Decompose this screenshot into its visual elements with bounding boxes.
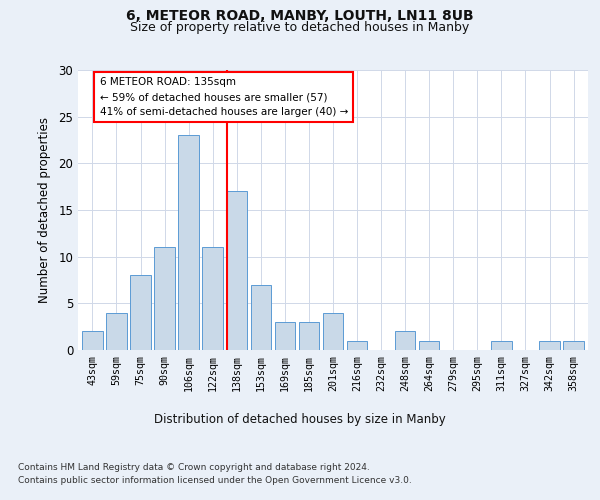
Bar: [539, 340, 560, 350]
Bar: [491, 340, 512, 350]
Bar: [154, 248, 175, 350]
Bar: [82, 332, 103, 350]
Bar: [299, 322, 319, 350]
Bar: [347, 340, 367, 350]
Bar: [106, 312, 127, 350]
Text: Contains public sector information licensed under the Open Government Licence v3: Contains public sector information licen…: [18, 476, 412, 485]
Bar: [419, 340, 439, 350]
Text: Contains HM Land Registry data © Crown copyright and database right 2024.: Contains HM Land Registry data © Crown c…: [18, 462, 370, 471]
Bar: [323, 312, 343, 350]
Bar: [563, 340, 584, 350]
Bar: [251, 284, 271, 350]
Bar: [275, 322, 295, 350]
Bar: [395, 332, 415, 350]
Bar: [178, 136, 199, 350]
Y-axis label: Number of detached properties: Number of detached properties: [38, 117, 52, 303]
Text: Distribution of detached houses by size in Manby: Distribution of detached houses by size …: [154, 412, 446, 426]
Text: Size of property relative to detached houses in Manby: Size of property relative to detached ho…: [130, 22, 470, 35]
Bar: [227, 192, 247, 350]
Text: 6 METEOR ROAD: 135sqm
← 59% of detached houses are smaller (57)
41% of semi-deta: 6 METEOR ROAD: 135sqm ← 59% of detached …: [100, 78, 348, 117]
Text: 6, METEOR ROAD, MANBY, LOUTH, LN11 8UB: 6, METEOR ROAD, MANBY, LOUTH, LN11 8UB: [126, 9, 474, 23]
Bar: [202, 248, 223, 350]
Bar: [130, 276, 151, 350]
